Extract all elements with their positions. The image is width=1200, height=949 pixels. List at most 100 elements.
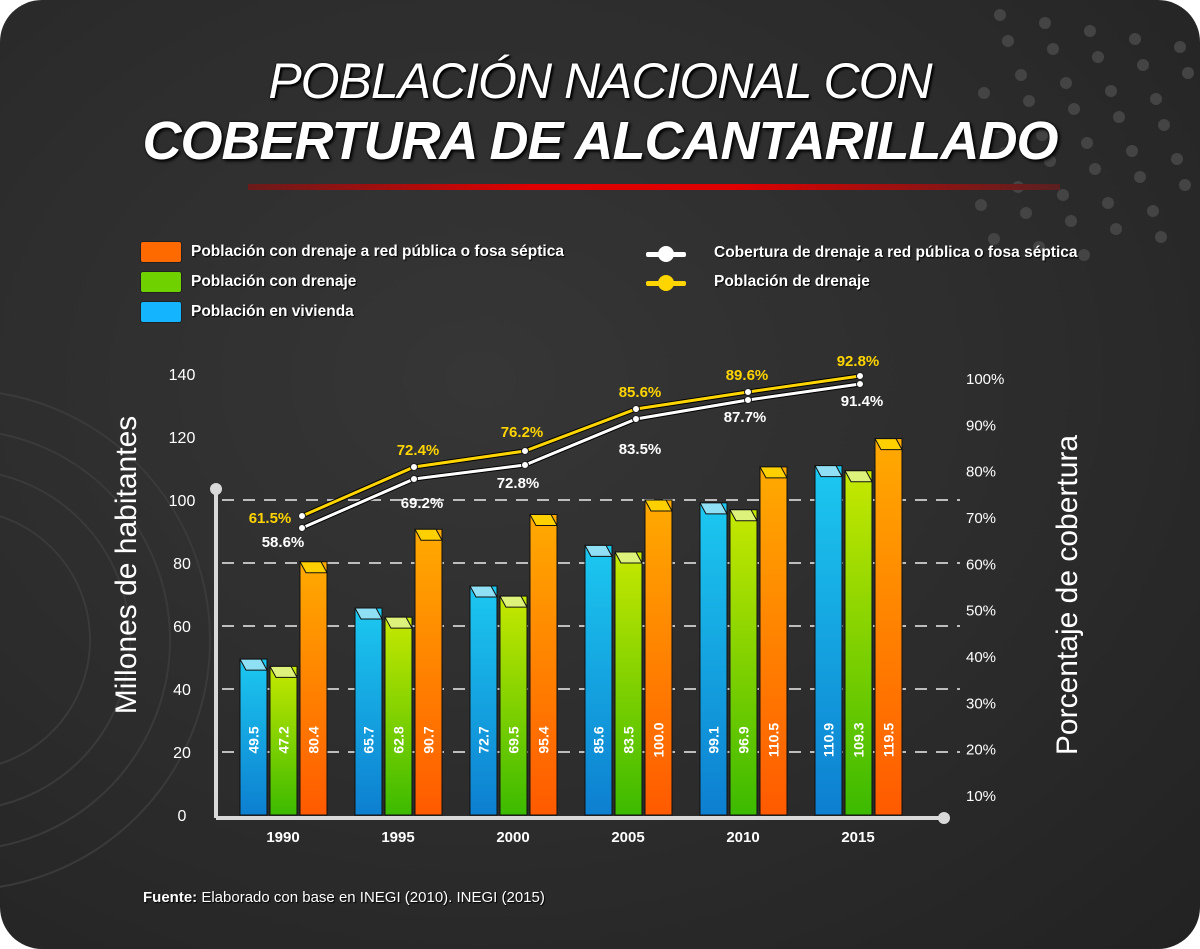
y-tick-label-left: 0 xyxy=(178,808,187,825)
decor-dot xyxy=(1033,241,1045,253)
y-tick-label-right: 10% xyxy=(966,788,996,805)
bar-value-label: 72.7 xyxy=(476,726,492,753)
bar-poblaci-n-en-vivienda xyxy=(354,607,383,816)
y-tick-label-right: 20% xyxy=(966,742,996,759)
bar-value-label: 110.5 xyxy=(766,723,782,757)
bar-cap xyxy=(644,499,673,512)
x-tick-label: 1995 xyxy=(381,829,414,846)
legend-item-red-publica: Población con drenaje a red pública o fo… xyxy=(140,241,564,263)
bar-value-label: 47.2 xyxy=(276,726,292,753)
legend-swatch-orange xyxy=(140,241,182,263)
bar-cap xyxy=(844,470,873,483)
bar-value-label: 65.7 xyxy=(361,726,377,753)
bar-poblaci-n-con-drenaje-a-red-p-blica-o-fosa-s-ptica xyxy=(759,466,788,816)
y-axis-knob xyxy=(210,483,222,495)
bar-poblaci-n-con-drenaje-a-red-p-blica-o-fosa-s-ptica xyxy=(644,499,673,816)
decor-dot xyxy=(1081,137,1093,149)
decor-dot xyxy=(1137,59,1149,71)
line-point xyxy=(856,372,864,380)
bar-value-label: 90.7 xyxy=(421,726,437,753)
decor-dot xyxy=(994,9,1006,21)
bar-value-label: 69.5 xyxy=(506,726,522,753)
x-axis-knob xyxy=(938,812,950,824)
decor-dot xyxy=(1089,163,1101,175)
line-value-label-white: 91.4% xyxy=(841,393,884,410)
decor-dot xyxy=(1126,145,1138,157)
line-point xyxy=(521,461,529,469)
y-tick-label-right: 50% xyxy=(966,603,996,620)
bar-cap xyxy=(469,585,498,598)
legend-item-vivienda: Población en vivienda xyxy=(140,301,354,323)
legend-label: Población con drenaje xyxy=(191,273,357,290)
title-line-2: COBERTURA DE ALCANTARILLADO xyxy=(142,111,1059,171)
decor-dot xyxy=(1060,77,1072,89)
line-value-label-yellow: 76.2% xyxy=(501,424,544,441)
decor-dot xyxy=(1078,249,1090,261)
legend-item-cobertura: Cobertura de drenaje a red pública o fos… xyxy=(646,243,1078,263)
line-value-label-white: 58.6% xyxy=(262,534,305,551)
bar-poblaci-n-en-vivienda xyxy=(469,585,498,816)
decor-dot xyxy=(1174,41,1186,53)
bar-value-label: 83.5 xyxy=(621,726,637,753)
legend-label: Población de drenaje xyxy=(714,273,870,290)
bar-poblaci-n-en-vivienda xyxy=(239,658,268,816)
legend-label: Población con drenaje a red pública o fo… xyxy=(191,243,564,260)
y-tick-label-left: 100 xyxy=(169,493,196,510)
bar-value-label: 49.5 xyxy=(246,726,262,753)
line-value-label-white: 87.7% xyxy=(724,409,767,426)
y-tick-label-right: 90% xyxy=(966,417,996,434)
bar-cap xyxy=(729,509,758,522)
decor-dot xyxy=(1057,189,1069,201)
bar-cap xyxy=(499,595,528,608)
line-poblacion-de-drenaje xyxy=(301,374,861,518)
line-point xyxy=(632,415,640,423)
bar-poblaci-n-con-drenaje-a-red-p-blica-o-fosa-s-ptica xyxy=(414,528,443,816)
bar-poblaci-n-con-drenaje-a-red-p-blica-o-fosa-s-ptica xyxy=(874,438,903,816)
line-point xyxy=(744,388,752,396)
decor-dot xyxy=(1105,85,1117,97)
line-value-label-yellow: 89.6% xyxy=(726,367,769,384)
legend-line-marker-white-icon xyxy=(646,243,686,263)
bar-cap xyxy=(759,466,788,479)
decor-dot xyxy=(1179,179,1191,191)
decor-dot xyxy=(1134,171,1146,183)
y-tick-label-right: 30% xyxy=(966,695,996,712)
title-underline xyxy=(248,184,1060,190)
y-tick-label-right: 100% xyxy=(966,371,1004,388)
bar-poblaci-n-con-drenaje xyxy=(614,551,643,816)
line-value-label-white: 72.8% xyxy=(497,475,540,492)
bar-value-label: 109.3 xyxy=(851,722,867,757)
decor-dot xyxy=(1068,103,1080,115)
legend-swatch-blue xyxy=(140,301,182,323)
x-tick-label: 1990 xyxy=(266,829,299,846)
bar-cap xyxy=(414,528,443,541)
x-tick-label: 2000 xyxy=(496,829,529,846)
bar-poblaci-n-en-vivienda xyxy=(584,544,613,816)
y-tick-label-left: 80 xyxy=(173,556,191,573)
decor-dot xyxy=(1147,205,1159,217)
bar-value-label: 96.9 xyxy=(736,726,752,753)
bar-cap xyxy=(614,551,643,564)
line-point xyxy=(298,524,306,532)
line-cobertura-red-publica xyxy=(301,382,861,530)
legend-item-poblacion-drenaje: Población de drenaje xyxy=(646,272,870,292)
x-tick-label: 2010 xyxy=(726,829,759,846)
bar-value-label: 110.9 xyxy=(821,723,837,757)
decor-dot xyxy=(1036,129,1048,141)
y-tick-label-left: 60 xyxy=(173,619,191,636)
line-point xyxy=(744,396,752,404)
line-value-label-yellow: 61.5% xyxy=(249,510,292,527)
line-value-label-yellow: 85.6% xyxy=(619,384,662,401)
y-tick-label-left: 120 xyxy=(169,430,196,447)
title-line-1: POBLACIÓN NACIONAL CON xyxy=(268,53,932,109)
bar-poblaci-n-con-drenaje xyxy=(384,616,413,816)
legend-label: Población en vivienda xyxy=(191,303,354,320)
line-point xyxy=(410,463,418,471)
decor-dot xyxy=(1158,119,1170,131)
decor-dot xyxy=(978,87,990,99)
bar-cap xyxy=(269,665,298,678)
y-tick-label-right: 70% xyxy=(966,510,996,527)
